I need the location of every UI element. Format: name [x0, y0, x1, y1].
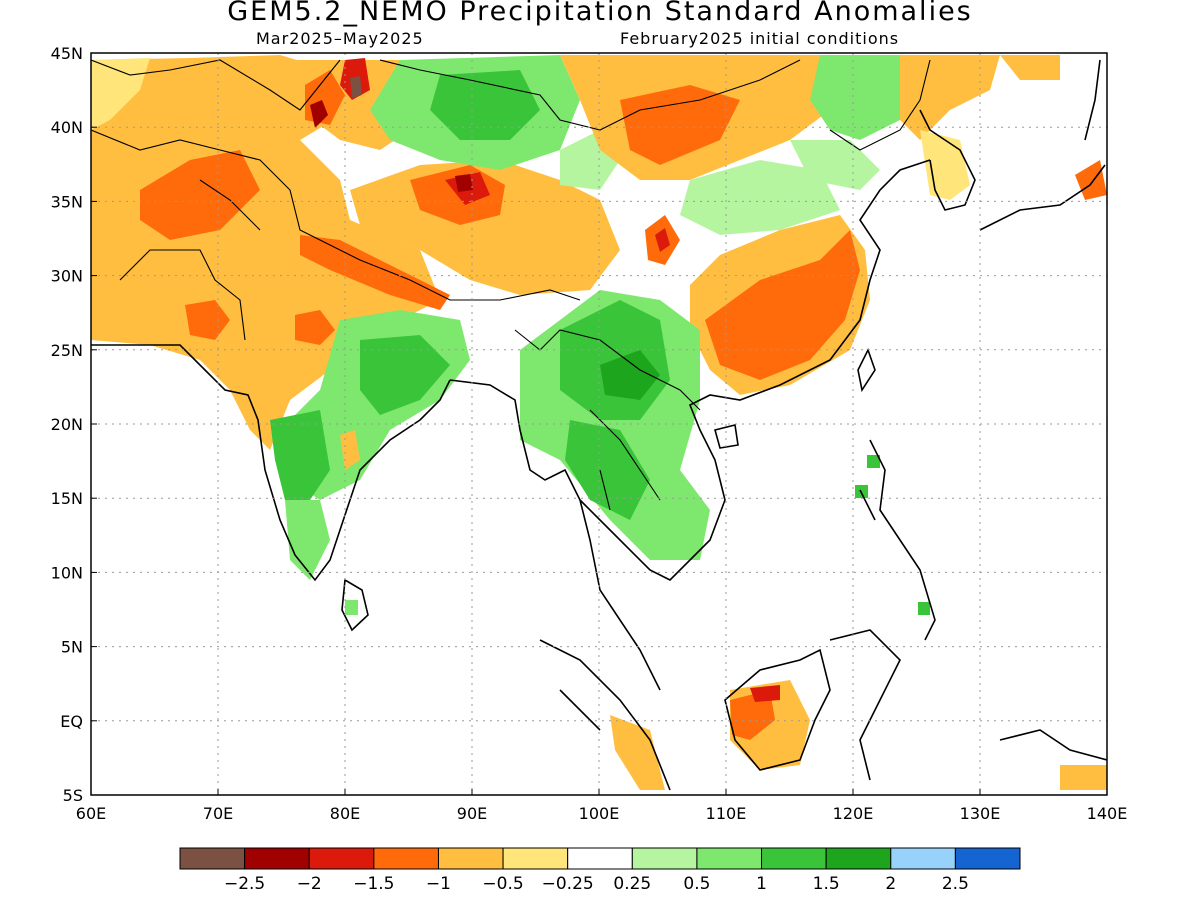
coastline-indochina — [579, 159, 931, 581]
colorbar-swatch — [696, 847, 763, 870]
anomaly-region-hokkaido — [1000, 55, 1060, 80]
colorbar-swatch — [761, 847, 827, 870]
anomaly-region-north-china-strong — [620, 85, 740, 165]
colorbar-swatch — [825, 847, 892, 870]
anomaly-region-pakistan — [185, 300, 230, 340]
lon-tick-label: 120E — [833, 804, 874, 823]
colorbar-label: −2.5 — [224, 874, 265, 894]
anomaly-region-qinghai-dark — [655, 228, 670, 252]
anomaly-region-afghanistan — [140, 150, 260, 240]
forecast-period: Mar2025–May2025 — [256, 29, 424, 48]
anomaly-region-north-india — [295, 310, 335, 345]
lon-tick-label: 140E — [1087, 804, 1128, 823]
anomaly-region-india-south — [270, 410, 330, 500]
coastline-sulawesi — [829, 629, 901, 781]
anomaly-region-borneo-top — [750, 685, 780, 702]
lon-tick-label: 90E — [457, 804, 487, 823]
anomaly-region-himalaya-strip — [300, 235, 450, 310]
anomaly-region-india-south-light — [285, 500, 330, 580]
coastline-sri-lanka — [341, 578, 369, 632]
coastline-korea — [919, 109, 976, 211]
colorbar-swatch — [244, 847, 310, 870]
colorbar-label: 1.5 — [813, 874, 840, 894]
colorbar-label: 2 — [885, 874, 896, 894]
lat-tick-label: 10N — [51, 563, 83, 582]
coastline-taiwan — [857, 347, 876, 393]
coastlines — [91, 59, 1107, 791]
lat-tick-label: 5N — [61, 638, 83, 657]
borders-northeast — [829, 59, 931, 151]
anomaly-region-manchuria-light — [790, 140, 880, 190]
colorbar-label: 0.25 — [613, 874, 651, 894]
anomaly-region-tarim-dark — [310, 100, 328, 128]
borders-central-asia — [91, 129, 581, 301]
colorbar-swatch — [308, 847, 375, 870]
coastline-philippines — [859, 439, 936, 641]
colorbar-label: −0.25 — [542, 874, 594, 894]
coastline-japan — [979, 59, 1106, 231]
colorbar-label: 2.5 — [942, 874, 969, 894]
anomaly-region-indochina-core — [600, 350, 660, 400]
colorbar-swatch — [567, 847, 633, 870]
graticule — [91, 53, 1107, 795]
lon-tick-label: 70E — [203, 804, 233, 823]
colorbar-swatch — [631, 847, 698, 870]
map-field — [91, 53, 1107, 795]
lon-tick-label: 100E — [579, 804, 620, 823]
colorbar-label: −1.5 — [353, 874, 394, 894]
lat-tick-label: 40N — [51, 118, 83, 137]
lat-tick-label: 15N — [51, 489, 83, 508]
borders-kazakhstan — [91, 59, 341, 111]
lat-tick-label: 45N — [51, 44, 83, 63]
latitude-axis: 45N 40N 35N 30N 25N 20N 15N 10N 5N EQ 5S — [51, 44, 97, 805]
coastline-new-guinea — [999, 729, 1107, 761]
coastline-sumatra — [539, 639, 671, 791]
coastline-borneo — [724, 648, 831, 771]
borders-iran-pakistan — [119, 179, 261, 341]
colorbar-swatch — [890, 847, 956, 870]
anomaly-region-kyrgyz-dark — [350, 76, 362, 98]
lat-tick-label: 20N — [51, 415, 83, 434]
country-borders — [91, 59, 931, 511]
lon-tick-label: 80E — [330, 804, 360, 823]
anomaly-region-south-china-strong — [705, 230, 860, 380]
anomaly-region-central-asia-light — [91, 58, 150, 130]
map-title: GEM5.2_NEMO Precipitation Standard Anoma… — [227, 0, 973, 27]
anomaly-region-mongolia-strong — [430, 70, 540, 140]
colorbar-label: 0.5 — [683, 874, 710, 894]
lon-tick-label: 110E — [706, 804, 747, 823]
lat-tick-label: 5S — [63, 786, 83, 805]
anomaly-region-sumatra — [610, 715, 665, 790]
colorbar-swatch — [954, 847, 1021, 870]
anomaly-region-tibet-peak — [455, 174, 473, 192]
colorbar: −2.5 −2 −1.5 −1 −0.5 −0.25 0.25 0.5 1 1.5 2 2.5 — [179, 847, 1021, 894]
colorbar-swatch — [502, 847, 569, 870]
lat-tick-label: 35N — [51, 192, 83, 211]
coastline-hainan — [714, 424, 739, 449]
lat-tick-label: 25N — [51, 341, 83, 360]
colorbar-swatch — [373, 847, 439, 870]
lat-tick-label: EQ — [60, 712, 83, 731]
colorbar-label: −1 — [426, 874, 451, 894]
anomaly-region-thailand — [565, 420, 650, 520]
initial-conditions: February2025 initial conditions — [620, 29, 900, 48]
lat-tick-label: 30N — [51, 267, 83, 286]
anomaly-region-new-guinea — [1060, 765, 1107, 790]
anomaly-region-india-east-strong — [360, 335, 450, 415]
colorbar-label: −2 — [297, 874, 322, 894]
anomaly-region-inner-mongolia-green — [680, 160, 840, 235]
coastline-bay-of-bengal — [449, 379, 661, 691]
colorbar-label: −0.5 — [482, 874, 523, 894]
colorbar-swatch — [437, 847, 504, 870]
colorbar-swatch — [179, 847, 246, 870]
colorbar-label: 1 — [756, 874, 767, 894]
anomaly-region-borneo-strong — [730, 690, 775, 740]
borders-mongolia — [379, 59, 801, 131]
anomaly-region-manchuria — [810, 55, 910, 140]
longitude-axis: 60E 70E 80E 90E 100E 110E 120E 130E 140E — [76, 789, 1128, 823]
lon-tick-label: 60E — [76, 804, 106, 823]
lon-tick-label: 130E — [960, 804, 1001, 823]
anomaly-region-sri-lanka — [345, 600, 358, 615]
